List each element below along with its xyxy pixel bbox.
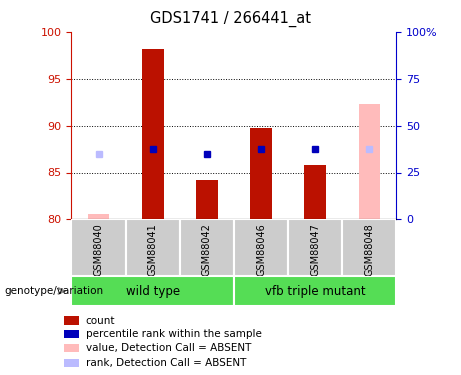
Text: GSM88047: GSM88047 — [310, 224, 320, 276]
Text: genotype/variation: genotype/variation — [5, 286, 104, 296]
Text: vfb triple mutant: vfb triple mutant — [265, 285, 366, 297]
Text: GSM88046: GSM88046 — [256, 224, 266, 276]
Bar — [288, 219, 342, 276]
Text: percentile rank within the sample: percentile rank within the sample — [86, 329, 261, 339]
Bar — [342, 219, 396, 276]
Text: value, Detection Call = ABSENT: value, Detection Call = ABSENT — [86, 343, 251, 353]
Text: wild type: wild type — [126, 285, 180, 297]
Bar — [88, 214, 109, 219]
Bar — [304, 165, 326, 219]
Text: GDS1741 / 266441_at: GDS1741 / 266441_at — [150, 10, 311, 27]
Bar — [71, 276, 234, 306]
Bar — [125, 219, 180, 276]
Bar — [64, 358, 79, 367]
Bar — [64, 316, 79, 324]
Text: GSM88042: GSM88042 — [202, 224, 212, 276]
Bar — [142, 49, 164, 219]
Bar — [71, 219, 125, 276]
Text: GSM88048: GSM88048 — [364, 224, 374, 276]
Bar — [180, 219, 234, 276]
Bar — [250, 128, 272, 219]
Text: count: count — [86, 315, 115, 326]
Bar — [234, 219, 288, 276]
Text: GSM88040: GSM88040 — [94, 224, 104, 276]
Text: rank, Detection Call = ABSENT: rank, Detection Call = ABSENT — [86, 358, 246, 368]
Text: GSM88041: GSM88041 — [148, 224, 158, 276]
Bar — [196, 180, 218, 219]
Bar — [359, 104, 380, 219]
Bar — [64, 344, 79, 352]
Bar — [64, 330, 79, 338]
Bar — [234, 276, 396, 306]
